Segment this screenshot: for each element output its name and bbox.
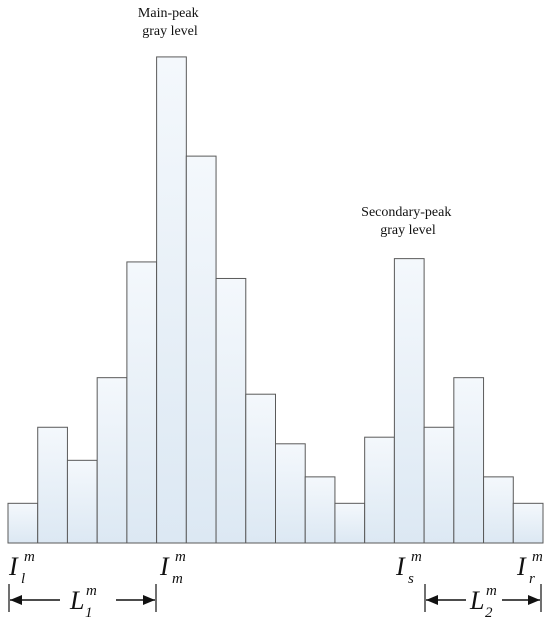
svg-text:I: I: [395, 552, 406, 581]
svg-text:m: m: [172, 571, 183, 587]
secondary-peak-label-line2: gray level: [380, 223, 436, 238]
svg-text:2: 2: [485, 605, 493, 621]
svg-text:L: L: [69, 586, 84, 615]
main-peak-label-line2: gray level: [142, 24, 198, 39]
histogram-bar-2: [37, 426, 68, 544]
svg-text:Secondary-peak gray level: Secondary-peak gray level: [361, 205, 455, 238]
svg-text:m: m: [86, 583, 97, 599]
svg-text:I: I: [516, 552, 527, 581]
tick-symbol-il: I m l: [8, 549, 35, 587]
main-peak-label-line1: Main-peak: [138, 6, 199, 21]
histogram-bar-5: [126, 261, 158, 544]
svg-text:r: r: [529, 571, 535, 587]
histogram-bar-17: [483, 476, 514, 544]
histogram-bar-18: [512, 502, 544, 544]
histogram-bar-8: [215, 277, 247, 544]
tick-symbol-ir: I m r: [516, 549, 543, 587]
histogram-bar-9: [245, 393, 276, 544]
svg-text:m: m: [24, 549, 35, 565]
svg-text:m: m: [532, 549, 543, 565]
svg-text:I: I: [159, 552, 170, 581]
histogram-bar-11: [304, 476, 336, 544]
secondary-peak-label-line1: Secondary-peak: [361, 205, 451, 220]
span-l2: L m 2: [424, 583, 542, 621]
histogram-bar-10: [275, 443, 306, 544]
histogram-bar-3: [66, 459, 98, 544]
histogram-bar-4: [96, 377, 128, 544]
span-l1: L m 1: [8, 583, 157, 621]
histogram-bar-13: [364, 436, 395, 544]
histogram-bar-12: [334, 502, 366, 544]
svg-text:l: l: [21, 571, 25, 587]
svg-text:1: 1: [85, 605, 93, 621]
svg-text:m: m: [486, 583, 497, 599]
svg-text:I: I: [8, 552, 19, 581]
histogram-bar-16: [453, 377, 485, 544]
histogram-bar-7: [185, 155, 217, 544]
histogram-bar-1: [7, 502, 39, 544]
histogram-bar-6: [156, 56, 187, 544]
tick-symbol-is: I m s: [395, 549, 422, 587]
svg-text:m: m: [175, 549, 186, 565]
tick-symbol-im: I m m: [159, 549, 186, 587]
histogram-bar-14: [393, 258, 425, 544]
svg-text:Main-peak gray level: Main-peak gray level: [138, 6, 202, 39]
histogram-bar-15: [423, 426, 455, 544]
svg-text:L: L: [469, 586, 484, 615]
svg-text:m: m: [411, 549, 422, 565]
svg-text:s: s: [408, 571, 414, 587]
